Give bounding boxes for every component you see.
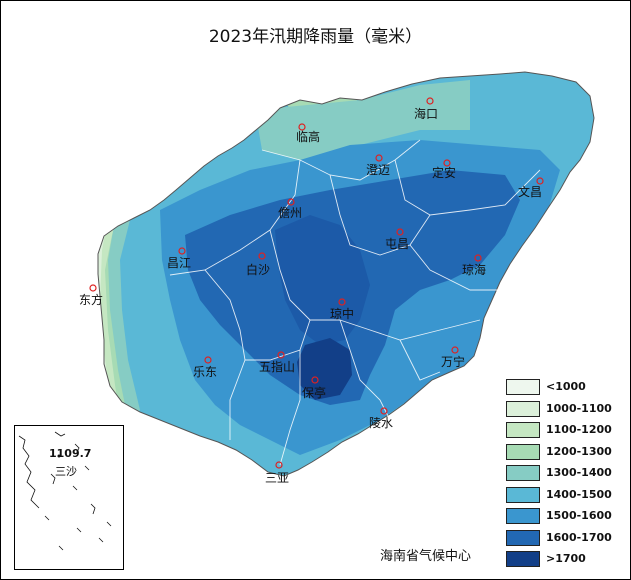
legend-label: <1000	[546, 380, 586, 393]
city-wuzhishan: 五指山	[259, 351, 295, 374]
legend-label: >1700	[546, 552, 586, 565]
legend-item: 1500-1600	[506, 506, 626, 528]
legend-item: >1700	[506, 549, 626, 571]
island-outline	[97, 71, 595, 477]
legend-swatch	[506, 465, 540, 481]
legend-label: 1600-1700	[546, 530, 612, 544]
legend-swatch	[506, 400, 540, 417]
legend-item: 1300-1400	[506, 463, 626, 485]
legend-item: 1000-1100	[506, 399, 626, 421]
legend-item: 1200-1300	[506, 442, 626, 464]
city-ledong: 乐东	[193, 356, 217, 379]
city-danzhou: 儋州	[278, 198, 302, 220]
legend-item: 1100-1200	[506, 420, 626, 442]
svg-text:琼中: 琼中	[330, 306, 354, 321]
legend-label: 1100-1200	[546, 423, 612, 436]
legend-swatch	[506, 551, 540, 567]
svg-text:澄迈: 澄迈	[366, 162, 390, 177]
svg-text:琼海: 琼海	[462, 262, 486, 277]
svg-text:三亚: 三亚	[265, 471, 289, 485]
svg-text:五指山: 五指山	[259, 359, 295, 374]
legend-label: 1400-1500	[546, 487, 612, 501]
county-boundaries	[169, 139, 541, 466]
legend-label: 1200-1300	[546, 444, 612, 458]
legend-swatch	[506, 508, 540, 524]
svg-text:定安: 定安	[432, 165, 456, 180]
city-sanya: 三亚	[265, 461, 289, 485]
legend-item: 1600-1700	[506, 528, 626, 550]
svg-text:陵水: 陵水	[369, 416, 393, 430]
svg-text:万宁: 万宁	[441, 354, 465, 369]
svg-text:文昌: 文昌	[518, 184, 542, 199]
legend-swatch	[506, 379, 540, 395]
city-markers: 海口 临高 澄迈 定安 文昌 儋州 屯昌 昌江 白沙 琼海 东方 琼中 五指山 …	[79, 97, 544, 485]
city-qiongzhong: 琼中	[330, 298, 354, 321]
city-qionghai: 琼海	[462, 254, 486, 277]
city-dongfang: 东方	[79, 284, 103, 307]
inset-place-name: 三沙	[55, 465, 77, 478]
map-title: 2023年汛期降雨量（毫米）	[208, 27, 423, 47]
sansha-inset: 1109.7 三沙	[14, 425, 124, 570]
inset-rainfall-value: 1109.7	[49, 447, 92, 460]
legend-label: 1300-1400	[546, 466, 612, 479]
svg-text:临高: 临高	[296, 129, 320, 144]
svg-text:昌江: 昌江	[167, 256, 191, 270]
city-changjiang: 昌江	[167, 247, 191, 270]
city-lingshui: 陵水	[369, 407, 393, 430]
legend-swatch	[506, 443, 540, 460]
legend-swatch	[506, 422, 540, 438]
legend-swatch	[506, 486, 540, 503]
svg-text:东方: 东方	[79, 292, 103, 307]
city-dingan: 定安	[432, 159, 456, 180]
legend-label: 1000-1100	[546, 401, 612, 415]
svg-text:儋州: 儋州	[278, 206, 302, 220]
legend-label: 1500-1600	[546, 509, 612, 522]
legend-swatch	[506, 529, 540, 546]
svg-text:保亭: 保亭	[302, 385, 326, 400]
svg-text:白沙: 白沙	[246, 262, 270, 277]
legend-item: <1000	[506, 377, 626, 399]
svg-text:乐东: 乐东	[193, 365, 217, 379]
svg-text:海口: 海口	[414, 106, 438, 121]
inset-map	[18, 431, 112, 551]
city-baisha: 白沙	[246, 252, 270, 277]
svg-text:屯昌: 屯昌	[385, 237, 409, 251]
legend-item: 1400-1500	[506, 485, 626, 507]
city-wenchang: 文昌	[518, 177, 544, 199]
data-source: 海南省气候中心	[380, 549, 472, 564]
city-chengmai: 澄迈	[366, 154, 390, 177]
city-baoting: 保亭	[302, 376, 326, 400]
city-wanning: 万宁	[441, 346, 465, 369]
city-lingao: 临高	[296, 123, 320, 144]
legend: <1000 1000-1100 1100-1200 1200-1300 1300…	[506, 377, 626, 571]
city-tunchang: 屯昌	[385, 228, 409, 251]
city-haikou: 海口	[414, 97, 438, 121]
